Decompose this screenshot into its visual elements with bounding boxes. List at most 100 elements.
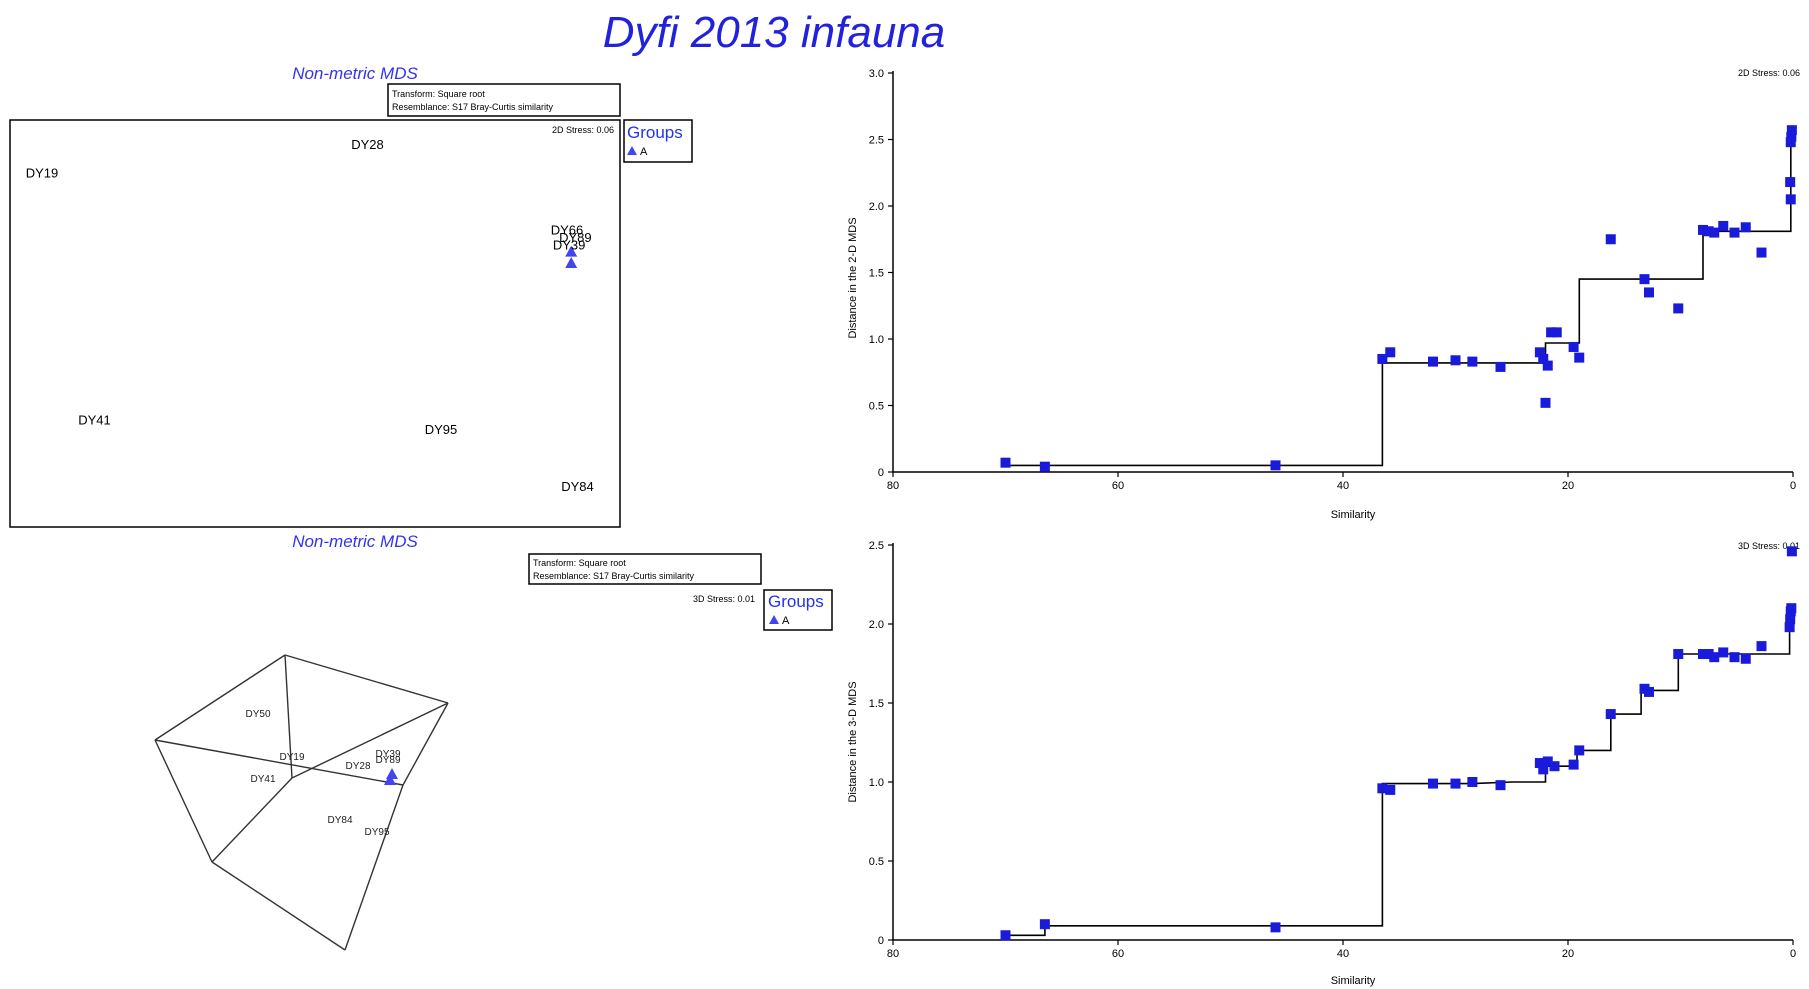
cube-edge	[211, 777, 293, 863]
shepard-point	[1785, 614, 1796, 625]
x-tick-label: 20	[1562, 948, 1574, 960]
shepard-point	[1740, 222, 1751, 233]
shepard-point	[1428, 356, 1438, 367]
cube-edge	[154, 739, 213, 863]
shepard-point	[1729, 652, 1740, 663]
shepard-point	[1270, 922, 1281, 933]
nmds-3d-point-label: DY19	[279, 752, 304, 763]
nmds-3d-point-label: DY41	[250, 774, 275, 785]
shepard-point	[1551, 327, 1562, 338]
nmds-2d-plot-frame	[9, 119, 621, 528]
shepard-point	[1673, 303, 1684, 314]
nmds-2d-legend-item: A	[640, 146, 648, 158]
x-tick-label: 80	[887, 480, 899, 492]
shepard-point	[1698, 649, 1708, 660]
shepard-3d-chart: 3D Stress: 0.01 Similarity Distance in t…	[847, 540, 1800, 987]
y-tick-label: 1.0	[869, 777, 884, 789]
nmds-2d-points: DY19DY28DY50DY41DY95DY84DY66DY89DY39	[26, 137, 594, 494]
nmds-2d-point-label: DY39	[553, 238, 586, 253]
shepard-point	[1786, 546, 1797, 557]
y-tick-label: 1.0	[869, 334, 884, 346]
y-tick-label: 0.5	[869, 401, 884, 413]
shepard-point	[1542, 360, 1553, 371]
shepard-point	[1467, 356, 1478, 367]
shepard-point	[1450, 778, 1461, 789]
y-tick-label: 2.5	[869, 135, 884, 147]
shepard-2d-chart: 2D Stress: 0.06 Similarity Distance in t…	[847, 68, 1800, 521]
monotone-regression-line	[1005, 132, 1792, 467]
nmds-2d-point-label: DY84	[561, 479, 594, 494]
cube-edge	[344, 784, 404, 951]
shepard-point	[1698, 224, 1708, 235]
shepard-point	[1786, 603, 1797, 614]
shepard-point	[1785, 137, 1796, 148]
x-tick-label: 80	[887, 948, 899, 960]
nmds-2d-panel: Non-metric MDS Transform: Square root Re…	[9, 64, 693, 528]
shepard-point	[1039, 461, 1050, 472]
nmds-2d-info-box	[387, 83, 621, 117]
shepard-point	[1605, 234, 1616, 245]
shepard-point	[1549, 761, 1560, 772]
shepard-point	[1718, 647, 1729, 658]
nmds-3d-panel: Non-metric MDS Transform: Square root Re…	[154, 532, 833, 951]
shepard-point	[1000, 457, 1011, 468]
shepard-point	[1718, 220, 1729, 231]
shepard-point	[1568, 341, 1579, 352]
nmds-3d-triangle-marker	[384, 774, 396, 785]
y-tick-label: 2.0	[869, 619, 884, 631]
shepard-point	[1786, 125, 1797, 136]
cube-edge	[284, 654, 293, 779]
shepard-point	[1385, 784, 1396, 795]
shepard-point	[1377, 783, 1388, 794]
shepard-point	[1709, 227, 1720, 238]
shepard-point	[1703, 649, 1714, 660]
shepard-point	[1534, 758, 1545, 769]
shepard-point	[1546, 327, 1557, 338]
shepard-point	[1605, 709, 1616, 720]
cube-edge	[154, 739, 404, 786]
shepard-3d-x-axis-label: Similarity	[1331, 975, 1376, 987]
nmds-2d-point-label: DY95	[425, 422, 458, 437]
x-tick-label: 60	[1112, 948, 1124, 960]
nmds-3d-legend-triangle-icon	[769, 615, 779, 624]
x-tick-label: 0	[1790, 948, 1796, 960]
cube-edge	[402, 702, 449, 786]
shepard-point	[1534, 347, 1545, 358]
nmds-2d-point-label: DY89	[559, 230, 592, 245]
shepard-3d-stress-label: 3D Stress: 0.01	[1738, 541, 1800, 551]
shepard-point	[1428, 778, 1438, 789]
shepard-point	[1644, 686, 1654, 697]
nmds-2d-legend-title: Groups	[627, 123, 683, 142]
cube-edge	[291, 702, 449, 779]
nmds-3d-point-label: DY39	[375, 749, 400, 760]
nmds-3d-point-label: DY89	[375, 755, 400, 766]
shepard-point	[1756, 247, 1767, 258]
nmds-2d-triangle-marker	[565, 257, 578, 268]
shepard-point	[1785, 194, 1796, 205]
shepard-point	[1786, 131, 1797, 142]
y-tick-label: 1.5	[869, 268, 884, 280]
x-tick-label: 20	[1562, 480, 1574, 492]
monotone-regression-line	[1005, 608, 1791, 937]
nmds-3d-cube	[154, 654, 449, 951]
y-tick-label: 2.5	[869, 540, 884, 552]
nmds-3d-triangle-marker	[386, 768, 398, 779]
shepard-point	[1538, 764, 1549, 775]
y-tick-label: 0	[878, 467, 884, 479]
x-tick-label: 0	[1790, 480, 1796, 492]
nmds-2d-point-label: DY19	[26, 166, 59, 181]
cube-edge	[154, 654, 286, 741]
x-tick-label: 60	[1112, 480, 1124, 492]
nmds-3d-info-box	[528, 553, 762, 585]
shepard-point	[1756, 641, 1767, 652]
shepard-point	[1729, 227, 1740, 238]
cube-edge	[211, 861, 346, 951]
shepard-point	[1740, 653, 1751, 664]
shepard-point	[1709, 652, 1720, 663]
nmds-3d-resemblance-text: Resemblance: S17 Bray-Curtis similarity	[533, 571, 695, 581]
shepard-3d-y-axis-label: Distance in the 3-D MDS	[847, 681, 859, 802]
shepard-point	[1568, 759, 1579, 770]
shepard-2d-stress-label: 2D Stress: 0.06	[1738, 68, 1800, 78]
y-tick-label: 0.5	[869, 856, 884, 868]
shepard-2d-y-axis-label: Distance in the 2-D MDS	[847, 217, 859, 338]
